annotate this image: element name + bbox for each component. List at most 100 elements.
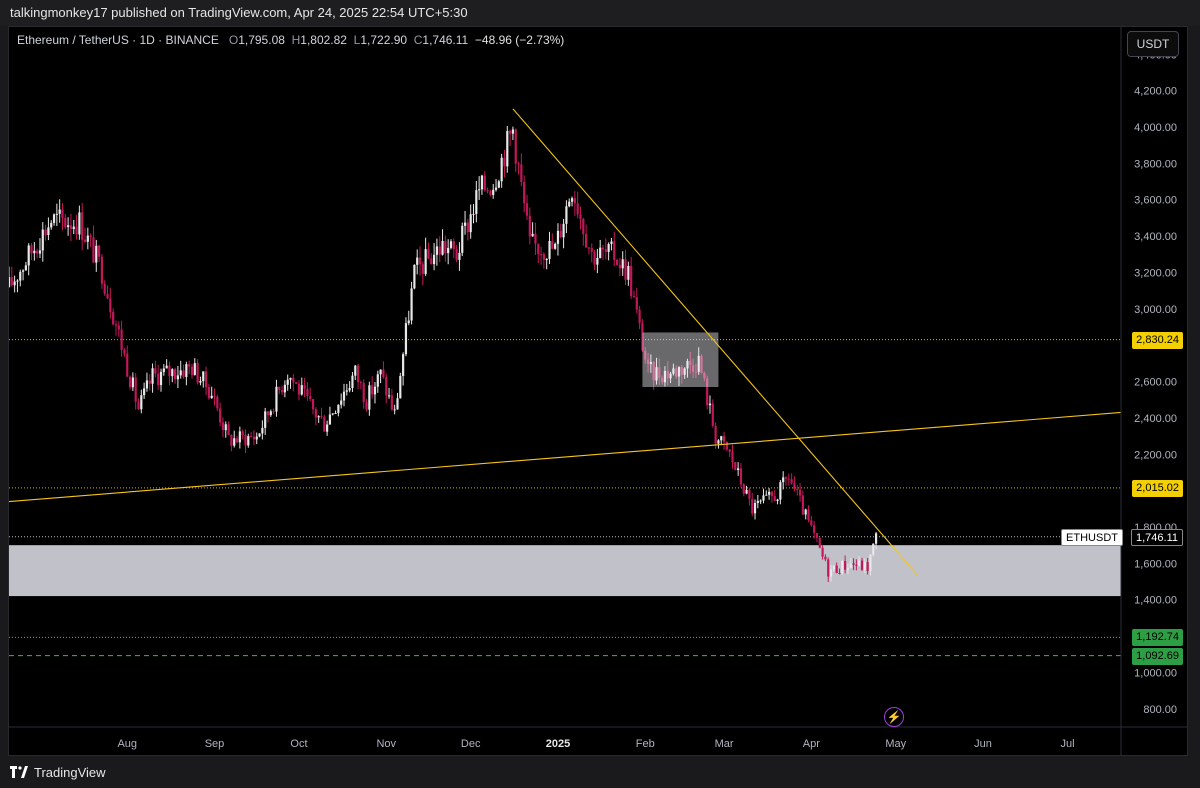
candle-body xyxy=(545,258,548,260)
candle-body xyxy=(58,209,61,214)
support-zone xyxy=(9,545,1121,597)
candle-body xyxy=(247,436,250,446)
candle-body xyxy=(570,198,574,202)
candle-body xyxy=(708,403,712,406)
candle-body xyxy=(691,365,695,372)
level-tag-2830: 2,830.24 xyxy=(1132,331,1183,349)
price-tick-label: 3,600.00 xyxy=(1134,195,1177,207)
candle-body xyxy=(441,240,444,255)
candle-body xyxy=(663,370,667,383)
candle-body xyxy=(196,363,199,383)
candle-body xyxy=(334,412,337,414)
candle-body xyxy=(24,265,27,271)
candle-body xyxy=(509,130,512,134)
candle-body xyxy=(100,256,104,284)
candle-body xyxy=(202,371,205,382)
candle-body xyxy=(295,382,298,384)
candle-body xyxy=(275,386,278,412)
candle-body xyxy=(410,288,413,321)
candle-body xyxy=(596,257,599,265)
candle-body xyxy=(387,395,391,397)
candle-body xyxy=(157,373,160,386)
candle-body xyxy=(565,206,568,224)
candle-body xyxy=(770,491,774,497)
candle-body xyxy=(672,368,675,374)
candle-body xyxy=(143,388,146,396)
candle-body xyxy=(272,411,275,413)
candle-body xyxy=(89,235,92,238)
candle-body xyxy=(759,500,762,502)
candle-body xyxy=(613,241,616,260)
candle-body xyxy=(776,499,779,501)
candle-body xyxy=(810,520,813,526)
candle-body xyxy=(348,388,351,391)
candle-body xyxy=(86,235,89,242)
candle-body xyxy=(407,320,410,324)
candle-body xyxy=(725,441,728,450)
candle-body xyxy=(537,243,540,255)
footer: TradingView xyxy=(0,756,1200,788)
candle-body xyxy=(801,495,804,515)
candle-body xyxy=(483,175,486,191)
candle-body xyxy=(179,370,182,376)
candle-body xyxy=(385,376,388,396)
candle-body xyxy=(413,264,416,289)
candle-body xyxy=(309,396,312,400)
candle-body xyxy=(807,509,810,521)
candle-body xyxy=(114,324,118,326)
lightning-icon[interactable]: ⚡ xyxy=(884,707,904,727)
candle-body xyxy=(33,250,36,254)
candle-body xyxy=(227,424,230,436)
candle-body xyxy=(421,264,424,275)
chart-canvas[interactable]: 4,400.004,200.004,000.003,800.003,600.00… xyxy=(9,27,1187,755)
candle-body xyxy=(655,367,658,381)
candle-body xyxy=(112,312,115,325)
candle-body xyxy=(461,225,464,253)
time-tick-label: Nov xyxy=(376,738,396,750)
candle-body xyxy=(852,563,855,565)
candle-body xyxy=(351,375,354,389)
candle-body xyxy=(638,309,641,324)
candle-body xyxy=(449,241,453,248)
candle-body xyxy=(829,569,833,577)
candle-body xyxy=(368,385,371,410)
candle-body xyxy=(863,562,866,570)
currency-button[interactable]: USDT xyxy=(1127,31,1179,57)
candle-body xyxy=(694,371,698,373)
candle-body xyxy=(872,543,875,555)
candle-body xyxy=(131,377,134,388)
candle-body xyxy=(804,509,807,515)
last-price-tag: 1,746.11 xyxy=(1130,528,1183,546)
footer-brand: TradingView xyxy=(34,764,106,780)
symbol-title[interactable]: Ethereum / TetherUS · 1D · BINANCE xyxy=(17,33,219,47)
candle-body xyxy=(379,369,382,375)
candle-body xyxy=(444,240,447,254)
candle-body xyxy=(97,245,101,257)
candle-body xyxy=(67,225,70,228)
candle-body xyxy=(576,203,579,215)
candle-body xyxy=(159,371,163,386)
candle-body xyxy=(154,368,157,374)
candle-body xyxy=(706,378,709,406)
candle-body xyxy=(61,209,64,218)
candle-body xyxy=(506,130,509,167)
candle-body xyxy=(798,489,802,496)
candle-body xyxy=(83,239,87,242)
descending-trendline xyxy=(512,108,919,577)
ohlc-legend: Ethereum / TetherUS · 1D · BINANCE O1,79… xyxy=(17,33,564,47)
price-tick-label: 2,600.00 xyxy=(1134,377,1177,389)
candle-body xyxy=(463,222,467,226)
chart-area[interactable]: 4,400.004,200.004,000.003,800.003,600.00… xyxy=(8,26,1188,756)
candle-body xyxy=(632,296,636,298)
time-tick-label: 2025 xyxy=(546,738,570,750)
candle-body xyxy=(500,157,503,182)
candle-body xyxy=(255,436,258,440)
candle-body xyxy=(511,129,515,134)
candle-body xyxy=(258,433,261,437)
candle-body xyxy=(525,203,529,216)
candle-body xyxy=(821,547,824,557)
candle-body xyxy=(75,226,78,235)
candle-body xyxy=(376,374,379,387)
candle-body xyxy=(44,229,47,236)
price-tick-label: 1,600.00 xyxy=(1134,558,1177,570)
